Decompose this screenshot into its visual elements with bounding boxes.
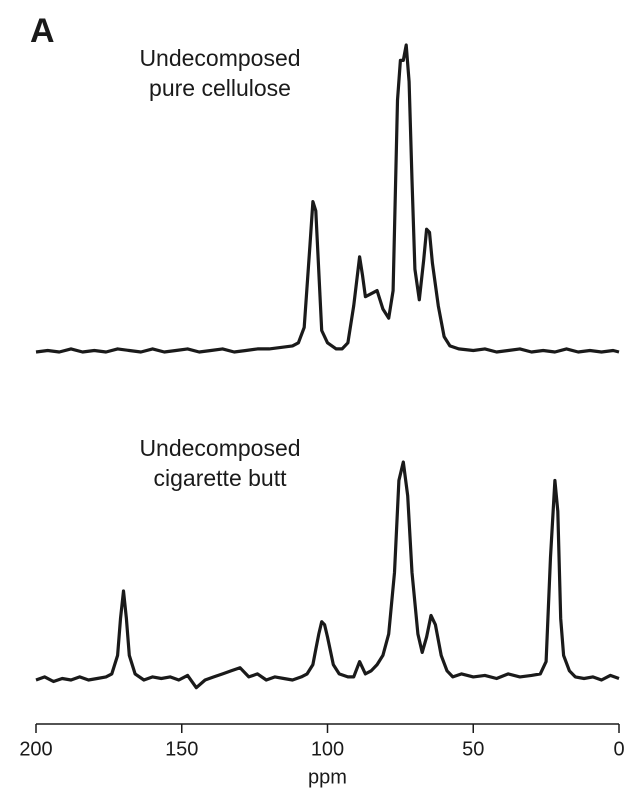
x-tick-label: 200 (19, 738, 52, 760)
spectrum-line (35, 460, 620, 690)
x-tick-label: 150 (165, 738, 198, 760)
x-tick-label: 0 (613, 738, 624, 760)
x-axis-label: ppm (308, 766, 347, 788)
annotation: Undecomposed (139, 45, 300, 71)
spectrum-line (35, 43, 620, 354)
x-tick-label: 100 (311, 738, 344, 760)
annotation: pure cellulose (149, 75, 291, 101)
x-tick-label: 50 (462, 738, 484, 760)
annotation: Undecomposed (139, 435, 300, 461)
panel-label: A (30, 12, 55, 50)
annotation: cigarette butt (154, 465, 288, 491)
